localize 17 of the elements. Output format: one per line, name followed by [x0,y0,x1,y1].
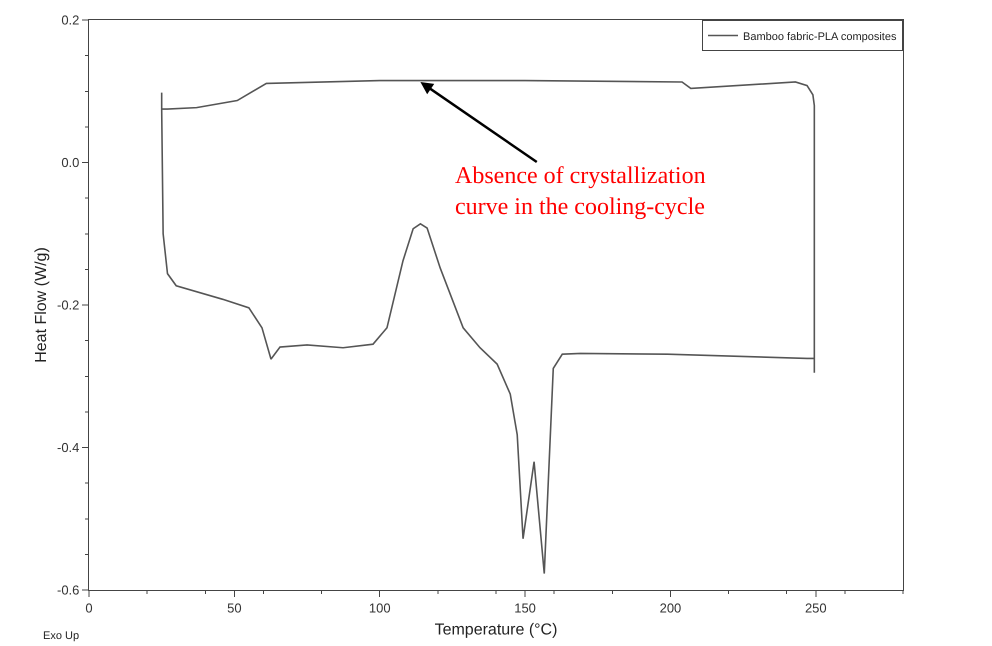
x-tick-label: 100 [368,600,391,616]
x-tick-label: 250 [804,600,827,616]
x-axis-title: Temperature (°C) [434,621,558,638]
x-tick-label: 50 [227,600,242,616]
y-tick-label: -0.4 [56,440,80,456]
legend-label: Bamboo fabric-PLA composites [743,30,897,43]
x-tick-label: 150 [514,600,536,616]
x-tick-label: 0 [85,600,93,616]
y-tick-label: 0.2 [61,12,80,28]
y-tick-label: -0.6 [56,582,80,598]
x-tick-label: 200 [660,600,682,616]
y-tick-label: 0.0 [61,155,80,170]
y-axis-title: Heat Flow (W/g) [32,247,50,363]
line-series [160,80,816,574]
y-tick-label: -0.2 [56,298,80,313]
annotation: Absence of crystallization curve in the cooling-cycle [455,163,706,220]
text: Exo Up [43,630,80,642]
